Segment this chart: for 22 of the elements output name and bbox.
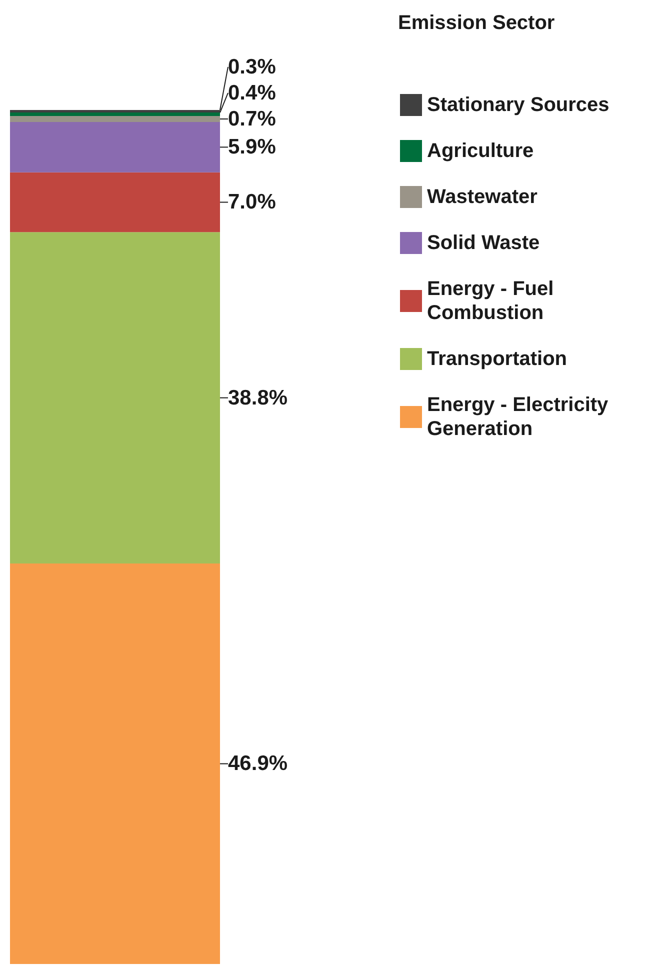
bar — [10, 563, 220, 964]
legend-label: Agriculture — [427, 140, 534, 162]
data-label: 0.4% — [228, 81, 276, 104]
legend-label: Wastewater — [427, 186, 538, 208]
data-label: 5.9% — [228, 136, 276, 159]
data-label: 38.8% — [228, 386, 288, 410]
bar — [10, 116, 220, 122]
data-label: 46.9% — [228, 752, 288, 776]
legend-label: Energy - Fuel Combustion — [427, 278, 560, 324]
bar — [10, 232, 220, 564]
bar — [10, 172, 220, 232]
legend-label: Energy - Electricity Generation — [427, 394, 614, 440]
legend-title: Emission Sector — [398, 12, 555, 34]
bar — [10, 122, 220, 172]
data-label: 0.7% — [228, 107, 276, 130]
bar — [10, 112, 220, 116]
data-label: 7.0% — [228, 190, 276, 214]
legend-label: Transportation — [427, 348, 568, 370]
bar — [10, 110, 220, 113]
data-label: 0.3% — [228, 55, 276, 78]
legend-label: Stationary Sources — [427, 94, 610, 116]
legend-label: Solid Waste — [427, 232, 540, 254]
